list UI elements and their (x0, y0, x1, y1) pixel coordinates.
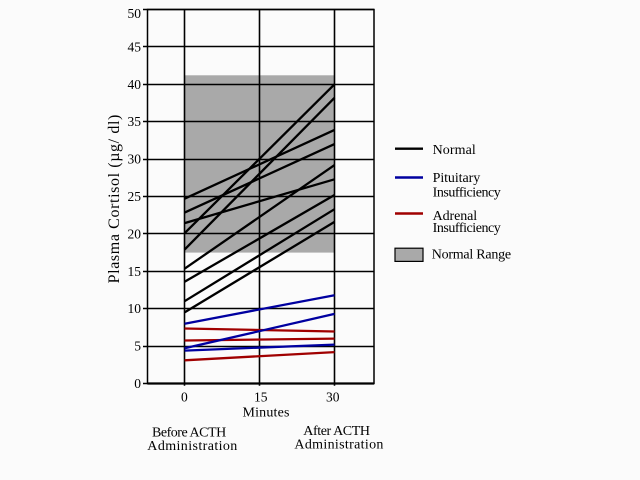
svg-text:25: 25 (128, 189, 142, 204)
svg-text:15: 15 (128, 264, 142, 279)
svg-text:50: 50 (128, 6, 142, 21)
svg-text:Plasma Cortisol (µg/ dl): Plasma Cortisol (µg/ dl) (106, 115, 123, 284)
svg-text:Normal Range: Normal Range (432, 248, 511, 263)
svg-text:35: 35 (128, 114, 142, 129)
svg-text:Normal: Normal (433, 143, 476, 158)
svg-text:After ACTH: After ACTH (303, 424, 370, 439)
svg-text:Adrenal: Adrenal (433, 209, 478, 224)
svg-text:Pituitary: Pituitary (433, 171, 481, 186)
svg-text:40: 40 (128, 77, 142, 92)
svg-text:30: 30 (326, 390, 340, 405)
svg-text:Before ACTH: Before ACTH (152, 425, 226, 440)
svg-text:20: 20 (128, 227, 142, 242)
svg-text:Administration: Administration (147, 439, 237, 454)
svg-text:10: 10 (128, 301, 142, 316)
svg-text:Minutes: Minutes (243, 406, 290, 421)
svg-text:Insufficiency: Insufficiency (433, 221, 501, 236)
svg-text:0: 0 (181, 390, 188, 405)
svg-text:45: 45 (128, 39, 142, 54)
svg-text:0: 0 (134, 376, 141, 391)
svg-text:5: 5 (134, 339, 141, 354)
svg-text:Insufficiency: Insufficiency (433, 186, 501, 201)
svg-text:Administration: Administration (294, 438, 383, 453)
svg-text:15: 15 (254, 390, 268, 405)
svg-text:30: 30 (128, 152, 142, 167)
